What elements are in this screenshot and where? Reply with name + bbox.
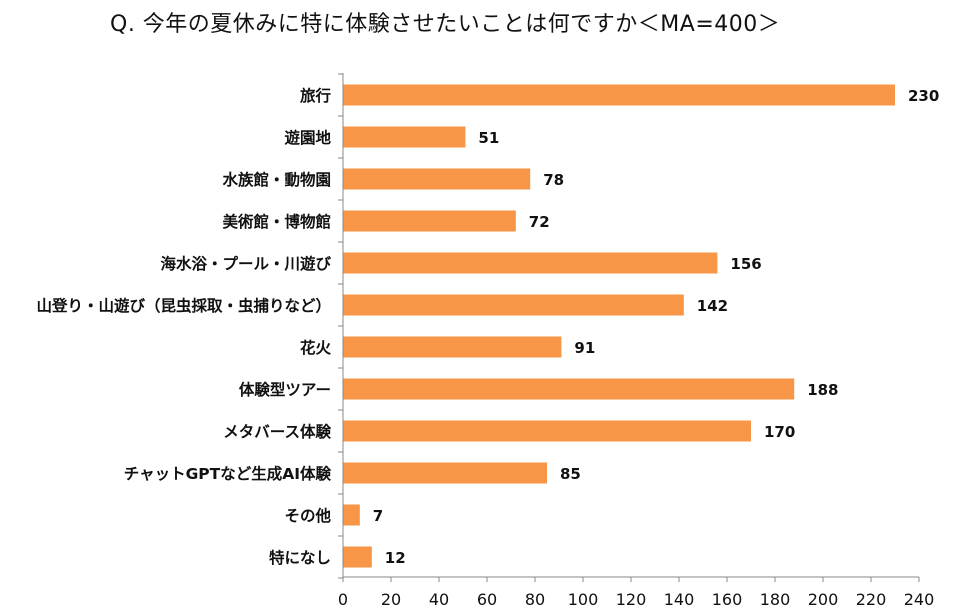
x-tick-label: 100	[568, 590, 599, 609]
bar	[343, 546, 372, 568]
bar	[343, 462, 547, 484]
bar	[343, 420, 751, 442]
category-label: その他	[284, 506, 331, 525]
value-label: 72	[529, 213, 550, 231]
value-label: 142	[697, 297, 728, 315]
category-label: チャットGPTなど生成AI体験	[124, 464, 332, 483]
x-tick-label: 140	[664, 590, 695, 609]
bar	[343, 126, 466, 148]
x-tick-label: 200	[808, 590, 839, 609]
category-label: 旅行	[300, 86, 332, 105]
bar	[343, 210, 516, 232]
category-label: 美術館・博物館	[222, 212, 331, 231]
bars-layer	[343, 84, 895, 568]
x-tick-label: 40	[429, 590, 449, 609]
x-tick-label: 60	[477, 590, 497, 609]
label-layer: 旅行 230 遊園地 51 水族館・動物園 78 美術館・博物館 72 海水浴・プール・川遊び 1…	[36, 86, 939, 609]
chart-title: Q. 今年の夏休みに特に体験させたいことは何ですか＜MA=400＞	[110, 12, 781, 37]
axis-layer	[338, 73, 920, 582]
x-tick-label: 160	[712, 590, 743, 609]
bar	[343, 378, 795, 400]
category-label: メタバース体験	[223, 422, 331, 441]
category-label: 海水浴・プール・川遊び	[160, 254, 331, 273]
value-label: 188	[807, 381, 838, 399]
value-label: 91	[574, 339, 595, 357]
category-label: 遊園地	[284, 128, 331, 147]
x-tick-label: 120	[616, 590, 647, 609]
bar	[343, 504, 360, 526]
bar	[343, 168, 531, 190]
x-tick-label: 180	[760, 590, 791, 609]
value-label: 85	[560, 465, 581, 483]
value-label: 78	[543, 171, 564, 189]
category-label: 体験型ツアー	[239, 380, 331, 399]
category-label: 水族館・動物園	[222, 170, 331, 189]
bar	[343, 84, 895, 106]
category-label: 特になし	[269, 548, 331, 567]
category-label: 花火	[300, 338, 332, 357]
x-tick-label: 80	[525, 590, 545, 609]
bar	[343, 252, 718, 274]
x-tick-label: 0	[338, 590, 348, 609]
x-tick-label: 220	[856, 590, 887, 609]
value-label: 230	[908, 87, 939, 105]
x-tick-label: 20	[381, 590, 401, 609]
value-label: 51	[478, 129, 499, 147]
x-tick-label: 240	[904, 590, 935, 609]
bar	[343, 336, 562, 358]
value-label: 156	[730, 255, 761, 273]
value-label: 170	[764, 423, 795, 441]
bar	[343, 294, 684, 316]
category-label: 山登り・山遊び（昆虫採取・虫捕りなど）	[36, 296, 331, 315]
value-label: 7	[373, 507, 383, 525]
value-label: 12	[385, 549, 406, 567]
